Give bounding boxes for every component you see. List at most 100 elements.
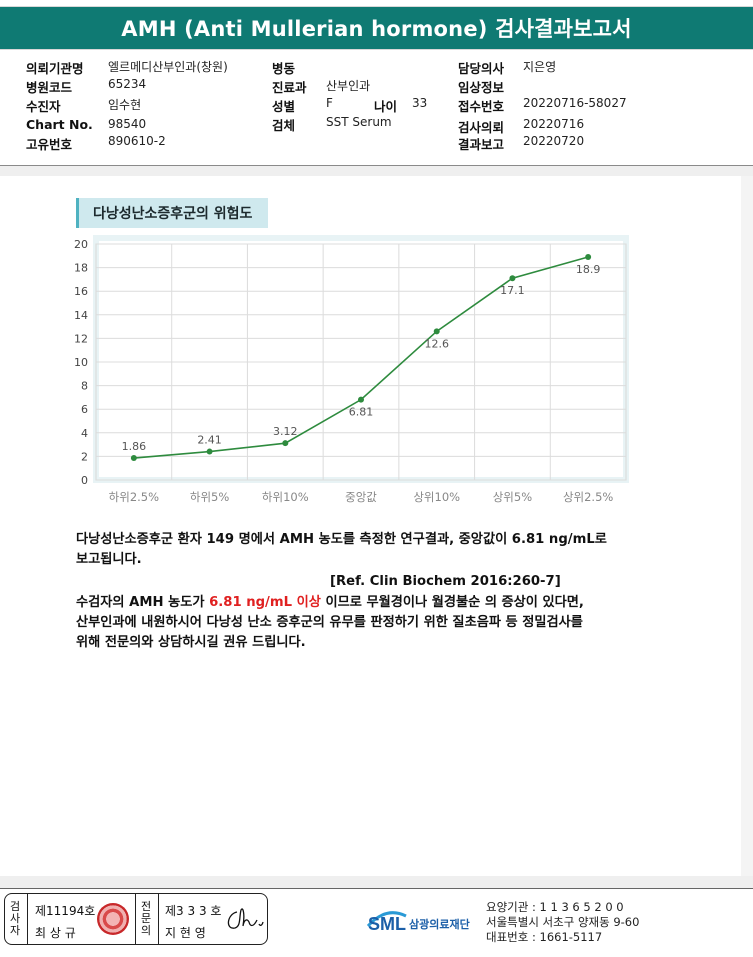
x-tick-label: 상위5% [493, 490, 532, 504]
label-chart-no: Chart No. [26, 117, 93, 132]
x-tick-label: 상위10% [413, 490, 460, 504]
inspector-license-no: 제11194호 [35, 904, 96, 918]
data-point [509, 275, 516, 282]
label-department: 진료과 [272, 80, 307, 95]
specialist-name: 지 현 영 [165, 926, 206, 940]
y-tick-label: 14 [74, 309, 88, 322]
label-unique-no: 고유번호 [26, 137, 73, 152]
y-tick-label: 4 [81, 427, 88, 440]
y-tick-label: 18 [74, 262, 88, 275]
data-label: 12.6 [424, 337, 449, 350]
org-info: 요양기관 : 1 1 3 6 5 2 0 0 서울특별시 서초구 양재동 9-6… [486, 900, 639, 945]
label-result-report: 결과보고 [458, 137, 505, 152]
org-phone: 대표번호 : 1661-5117 [486, 930, 603, 944]
data-label: 18.9 [576, 263, 601, 276]
sml-logo: SML 삼광의료재단 [366, 911, 470, 934]
footer-divider [0, 888, 753, 889]
value-requesting-org: 엘르메디산부인과(창원) [108, 60, 228, 74]
label-receipt-no: 접수번호 [458, 99, 505, 114]
value-department: 산부인과 [326, 79, 371, 93]
label-ward: 병동 [272, 61, 296, 76]
specialist-license-no: 제3 3 3 호 [165, 904, 222, 918]
recommendation-prefix: 수검자의 AMH 농도가 [76, 595, 210, 610]
paragraph-study-line2: 보고됩니다. [76, 552, 142, 567]
recommendation-highlight: 6.81 ng/mL 이상 [209, 595, 321, 610]
data-point [358, 396, 364, 403]
right-margin-band [741, 176, 753, 876]
value-unique-no: 890610-2 [108, 134, 166, 148]
y-tick-label: 16 [74, 285, 88, 298]
label-age: 나이 [374, 99, 398, 114]
value-sex: F [326, 96, 333, 110]
paragraph-recommendation-line1: 수검자의 AMH 농도가 6.81 ng/mL 이상 이므로 무월경이나 월경불… [76, 593, 584, 613]
x-tick-label: 하위2.5% [109, 490, 159, 504]
y-tick-label: 8 [81, 380, 88, 393]
y-tick-label: 2 [81, 450, 88, 463]
data-label: 1.86 [122, 440, 147, 453]
label-hospital-code: 병원코드 [26, 80, 73, 95]
data-point [206, 448, 213, 455]
separator-band [0, 166, 753, 176]
label-sex: 성별 [272, 99, 296, 114]
value-test-request: 20220716 [523, 117, 585, 131]
value-hospital-code: 65234 [108, 77, 147, 91]
report-title-bar: AMH (Anti Mullerian hormone) 검사결과보고서 [0, 6, 753, 50]
paragraph-recommendation-line2: 산부인과에 내원하시어 다낭성 난소 증후군의 유무를 판정하기 위한 질초음파… [76, 615, 583, 630]
data-point [282, 440, 289, 447]
x-tick-label: 하위5% [190, 490, 229, 504]
info-divider [0, 165, 753, 166]
label-doctor: 담당의사 [458, 61, 505, 76]
inspector-seal-stamp [97, 903, 129, 935]
signature-divider [158, 894, 159, 944]
value-chart-no: 98540 [108, 117, 147, 131]
y-tick-label: 10 [74, 356, 88, 369]
value-specimen: SST Serum [326, 115, 392, 129]
data-label: 6.81 [349, 406, 374, 419]
report-title: AMH (Anti Mullerian hormone) 검사결과보고서 [121, 17, 632, 41]
paragraph-recommendation-line3: 위해 전문의와 상담하시길 권유 드립니다. [76, 635, 306, 650]
data-label: 3.12 [273, 425, 298, 438]
x-tick-label: 중앙값 [345, 490, 377, 504]
data-point [130, 455, 137, 462]
x-tick-label: 하위10% [262, 490, 309, 504]
paragraph-study-line1: 다낭성난소증후군 환자 149 명에서 AMH 농도를 측정한 연구결과, 중앙… [76, 532, 607, 547]
y-tick-label: 6 [81, 403, 88, 416]
value-patient: 임수현 [108, 98, 142, 112]
data-point [585, 253, 592, 260]
label-clinical-info: 임상정보 [458, 80, 505, 95]
data-point [433, 328, 440, 335]
data-label: 2.41 [197, 434, 222, 447]
signature-divider [27, 894, 28, 944]
inspector-name: 최 상 규 [35, 926, 76, 940]
org-name: 삼광의료재단 [409, 917, 470, 931]
org-address: 서울특별시 서초구 양재동 9-60 [486, 915, 640, 929]
x-tick-label: 상위2.5% [563, 490, 613, 504]
value-receipt-no: 20220716-58027 [523, 96, 627, 110]
data-label: 17.1 [500, 284, 525, 297]
patient-info: 의뢰기관명 엘르메디산부인과(창원) 병원코드 65234 수진자 임수현 Ch… [0, 54, 753, 166]
footer-band [0, 876, 753, 888]
recommendation-suffix: 이므로 무월경이나 월경불순 의 증상이 있다면, [320, 595, 584, 610]
chart-heading-text: 다낭성난소증후군의 위험도 [93, 206, 253, 222]
plot-area [93, 235, 629, 483]
y-tick-label: 12 [74, 332, 88, 345]
value-result-report: 20220720 [523, 134, 585, 148]
reference: [Ref. Clin Biochem 2016:260-7] [330, 574, 561, 589]
org-license: 요양기관 : 1 1 3 6 5 2 0 0 [486, 900, 624, 914]
label-patient: 수진자 [26, 99, 61, 114]
logo-mark-text: SML [368, 914, 406, 934]
signature-divider [135, 894, 136, 944]
value-age: 33 [412, 96, 428, 110]
specialist-signature [227, 908, 264, 929]
paragraph-recommendation: 수검자의 AMH 농도가 6.81 ng/mL 이상 이므로 무월경이나 월경불… [76, 593, 584, 653]
chart-heading: 다낭성난소증후군의 위험도 [76, 198, 268, 228]
paragraph-study: 다낭성난소증후군 환자 149 명에서 AMH 농도를 측정한 연구결과, 중앙… [76, 530, 607, 570]
value-doctor: 지은영 [523, 60, 557, 74]
label-requesting-org: 의뢰기관명 [26, 61, 84, 76]
y-tick-label: 0 [81, 474, 88, 487]
pcos-risk-chart: 0 2 4 6 8 10 12 14 16 18 20 하위2.5% 하위5% 하위10% 중앙값 상위10%… [74, 235, 629, 504]
y-tick-label: 20 [74, 238, 88, 251]
